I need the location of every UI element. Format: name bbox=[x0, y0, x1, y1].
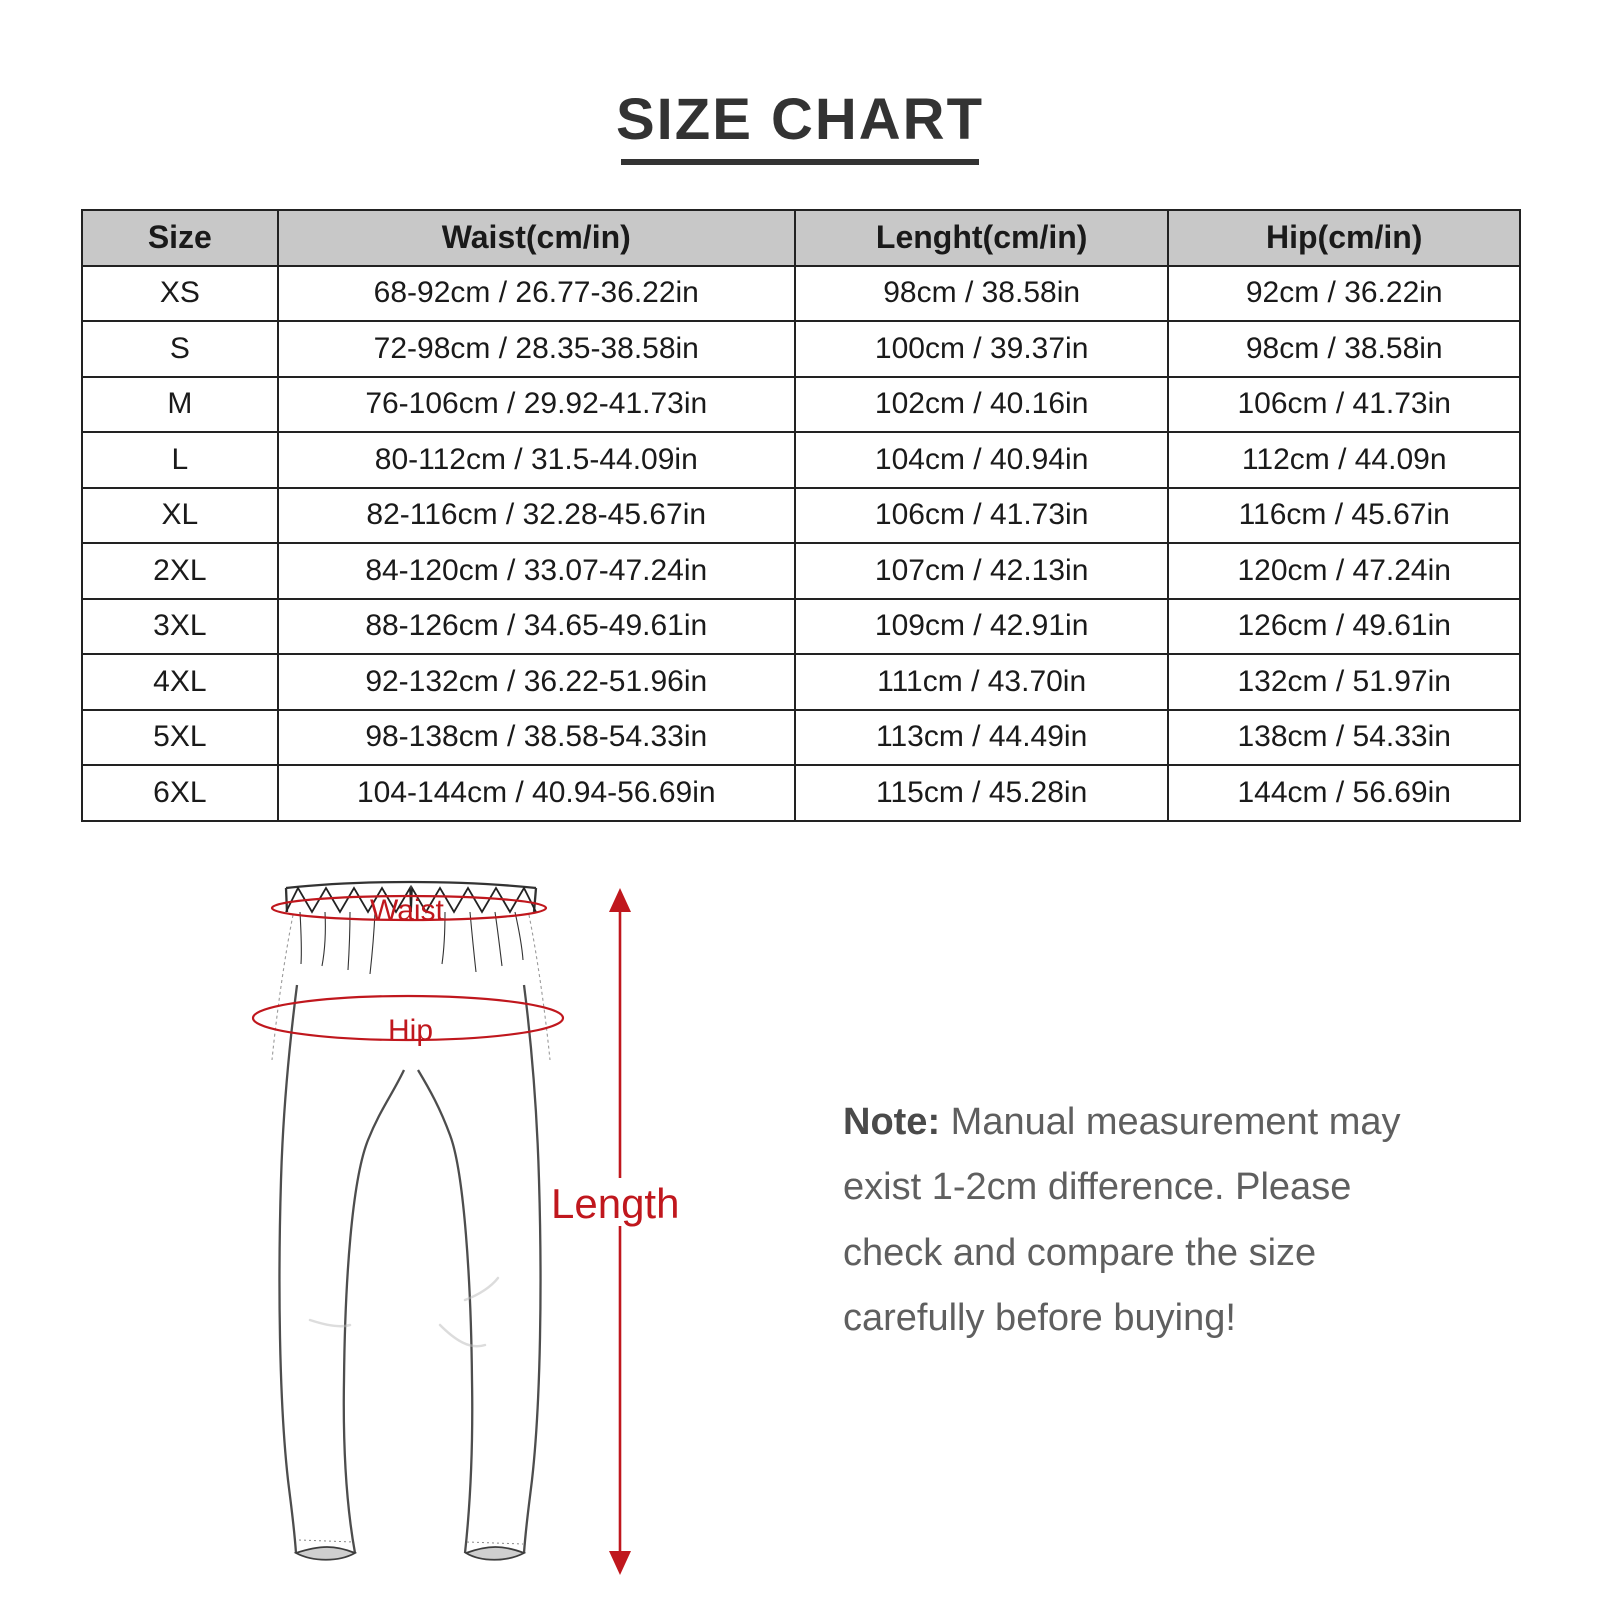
svg-text:Length: Length bbox=[551, 1180, 679, 1227]
svg-text:Waist: Waist bbox=[370, 894, 445, 927]
svg-text:Hip: Hip bbox=[388, 1014, 433, 1047]
